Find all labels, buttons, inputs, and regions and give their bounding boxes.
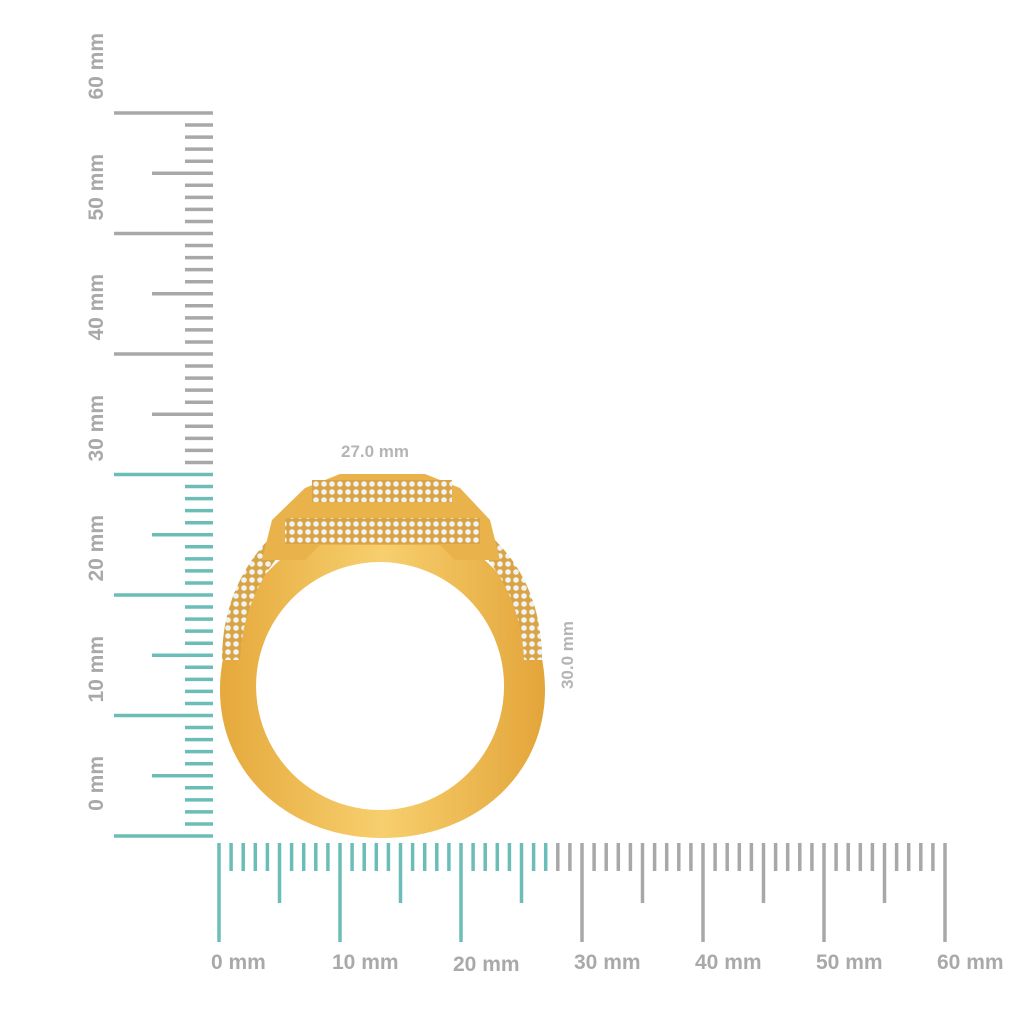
horizontal-ruler-label: 40 mm	[695, 951, 762, 974]
vertical-ruler-label: 60 mm	[85, 33, 108, 100]
vertical-ruler-label: 30 mm	[85, 394, 108, 462]
ring-side-stones-left	[222, 540, 282, 660]
vertical-ruler-label: 50 mm	[85, 153, 108, 221]
horizontal-ruler-label: 30 mm	[574, 951, 641, 974]
ring-side-stones-right	[482, 540, 542, 660]
ring-head-stones-top	[312, 480, 452, 502]
horizontal-ruler-label: 50 mm	[816, 951, 883, 974]
horizontal-ruler-label: 60 mm	[937, 951, 1004, 974]
ring-head-stones-mid	[285, 518, 480, 544]
horizontal-ruler-label: 20 mm	[453, 953, 520, 976]
vertical-ruler-label: 20 mm	[85, 515, 108, 582]
width-dimension-label: 27.0 mm	[341, 442, 410, 461]
height-dimension-label: 30.0 mm	[558, 620, 578, 690]
vertical-ruler-label: 10 mm	[85, 635, 108, 703]
horizontal-ruler-label: 10 mm	[332, 951, 399, 974]
vertical-ruler-label: 40 mm	[85, 274, 108, 341]
horizontal-ruler-label: 0 mm	[211, 951, 266, 974]
vertical-ruler-label: 0 mm	[85, 756, 108, 811]
